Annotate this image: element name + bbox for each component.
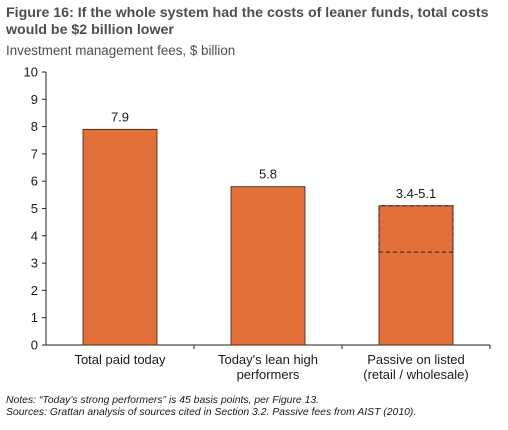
y-tick-label: 5 [31,201,38,216]
y-tick-label: 10 [24,65,38,80]
y-tick-label: 9 [31,92,38,107]
y-tick-label: 0 [31,338,38,353]
y-tick-label: 3 [31,256,38,271]
bar [82,128,158,346]
x-tick-label: performers [237,367,300,382]
notes-line: Notes: “Today’s strong performers” is 45… [6,395,320,406]
y-tick-label: 2 [31,283,38,298]
chart-notes: Notes: “Today’s strong performers” is 45… [6,395,506,419]
bar-chart: 0 1 2 3 4 5 6 7 8 9 10 7.9 Total paid today 5.8 Today… [24,65,491,382]
y-tick-label: 1 [31,310,38,325]
x-tick-label: Total paid today [74,352,166,367]
sources-line: Sources: Grattan analysis of sources cit… [6,407,417,418]
bar [378,205,454,346]
range-outline [378,205,454,253]
chart-subtitle: Investment management fees, $ billion [6,43,236,58]
chart-title: Figure 16: If the whole system had the c… [6,5,489,38]
x-tick-label: Passive on listed [367,352,465,367]
y-tick-label: 8 [31,119,38,134]
data-label: 3.4-5.1 [396,186,436,201]
bar [230,186,306,346]
data-label: 7.9 [111,109,129,124]
y-tick-label: 4 [31,228,38,243]
x-tick-label: (retail / wholesale) [363,367,469,382]
data-label: 5.8 [259,167,277,182]
x-tick-label: Today's lean high [218,352,318,367]
y-tick-label: 6 [31,174,38,189]
y-tick-label: 7 [31,146,38,161]
